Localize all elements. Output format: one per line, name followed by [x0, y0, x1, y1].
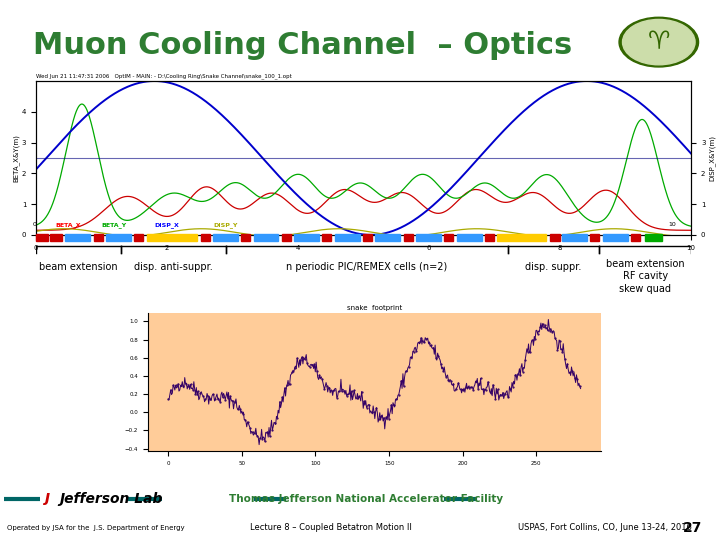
Bar [294, 234, 319, 241]
Text: DISP_Y: DISP_Y [213, 222, 238, 228]
Text: beam extension: beam extension [40, 262, 118, 272]
Text: USPAS, Fort Collins, CO, June 13-24, 2016: USPAS, Fort Collins, CO, June 13-24, 201… [518, 523, 692, 532]
Bar [363, 234, 372, 241]
Circle shape [623, 19, 695, 65]
Bar [201, 234, 210, 241]
Text: Muon Cooling Channel  – Optics: Muon Cooling Channel – Optics [33, 31, 572, 60]
Bar [562, 234, 587, 241]
Y-axis label: BETA_X&Y(m): BETA_X&Y(m) [12, 134, 19, 182]
Bar [645, 234, 662, 241]
Text: ȷ: ȷ [45, 490, 50, 505]
Bar [498, 234, 546, 241]
Bar [444, 234, 454, 241]
Bar [590, 234, 600, 241]
Bar [213, 234, 238, 241]
Text: 0: 0 [32, 222, 37, 227]
Bar [404, 234, 413, 241]
Bar [550, 234, 559, 241]
Text: disp. anti-suppr.: disp. anti-suppr. [134, 262, 213, 272]
Bar [106, 234, 131, 241]
Circle shape [619, 17, 698, 67]
Text: Jefferson Lab: Jefferson Lab [59, 492, 163, 506]
Text: BETA_X: BETA_X [55, 222, 81, 228]
Bar [134, 234, 143, 241]
Bar [323, 234, 331, 241]
Bar [631, 234, 640, 241]
Text: DISP_X: DISP_X [154, 222, 179, 228]
Bar [36, 234, 48, 241]
Bar [50, 234, 62, 241]
Text: 10: 10 [668, 222, 676, 227]
Bar [456, 234, 482, 241]
Bar [282, 234, 291, 241]
Bar [94, 234, 103, 241]
Text: BETA_Y: BETA_Y [102, 222, 127, 228]
Text: disp. suppr.: disp. suppr. [526, 262, 582, 272]
Bar [416, 234, 441, 241]
Text: Lecture 8 – Coupled Betatron Motion II: Lecture 8 – Coupled Betatron Motion II [251, 523, 412, 532]
Text: 27: 27 [683, 521, 702, 535]
Text: beam extension
RF cavity
skew quad: beam extension RF cavity skew quad [606, 259, 685, 294]
Text: Operated by JSA for the  J.S. Department of Energy: Operated by JSA for the J.S. Department … [7, 524, 185, 530]
Text: Thomas Jefferson National Accelerator Facility: Thomas Jefferson National Accelerator Fa… [229, 494, 503, 504]
Bar [66, 234, 91, 241]
Bar [603, 234, 628, 241]
Text: Wed Jun 21 11:47:31 2006   OptIM - MAIN: - D:\Cooling Ring\Snake Channel\snake_1: Wed Jun 21 11:47:31 2006 OptIM - MAIN: -… [36, 73, 292, 78]
Text: n periodic PIC/REMEX cells (n=2): n periodic PIC/REMEX cells (n=2) [287, 262, 448, 272]
Bar [335, 234, 360, 241]
Bar [253, 234, 279, 241]
Bar [375, 234, 400, 241]
Bar [485, 234, 494, 241]
Bar [241, 234, 251, 241]
Text: ♈: ♈ [647, 30, 670, 54]
Bar [148, 234, 197, 241]
Title: snake  footprint: snake footprint [347, 306, 402, 312]
Y-axis label: DISP_X&Y(m): DISP_X&Y(m) [708, 135, 715, 181]
